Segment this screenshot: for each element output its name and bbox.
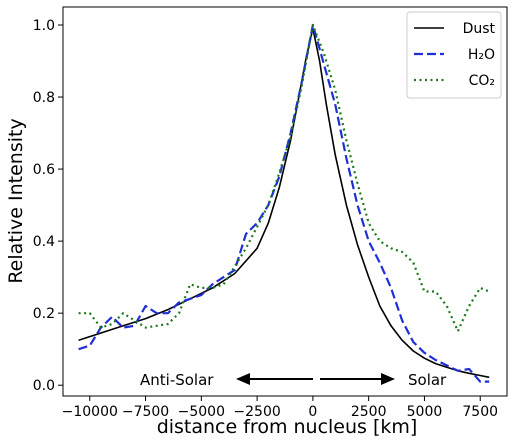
legend-label-3: CO₂ (469, 73, 495, 89)
x-axis-label: distance from nucleus [km] (157, 416, 418, 438)
solar-label: Solar (408, 371, 447, 389)
x-tick-label: 0 (308, 404, 317, 420)
series-line-1 (78, 27, 490, 379)
x-tick-label: 7500 (462, 404, 498, 420)
y-tick-label: 0.8 (33, 90, 55, 106)
x-tick-label: 5000 (407, 404, 443, 420)
y-tick-label: 1.0 (33, 18, 55, 34)
y-tick-label: 0.6 (33, 162, 55, 178)
y-tick-label: 0.2 (33, 306, 55, 322)
plot-area (62, 6, 508, 397)
y-tick-label: 0.0 (33, 378, 55, 394)
x-tick-label: −5000 (178, 404, 225, 420)
y-axis-label: Relative Intensity (5, 118, 27, 283)
tick-labels: −10000 −7500 −5000 −2500 0 2500 5000 7500 0.0 0.2… (33, 18, 498, 420)
legend-label-1: Dust (463, 21, 496, 37)
legend-box (406, 11, 502, 99)
series-line-3 (78, 23, 490, 333)
x-tick-label: −7500 (122, 404, 169, 420)
legend-label-2: H₂O (468, 47, 495, 63)
x-tick-label: −2500 (233, 404, 280, 420)
anti-solar-label: Anti-Solar (140, 371, 214, 389)
x-tick-label: −10000 (62, 404, 118, 420)
legend: Dust H₂O CO₂ (406, 11, 502, 99)
solar-arrowhead-icon (381, 373, 395, 385)
x-tick-label: 2500 (351, 404, 387, 420)
anti-solar-arrowhead-icon (236, 373, 250, 385)
direction-annotations: Anti-Solar Solar (140, 371, 447, 389)
plot-frame (62, 6, 508, 397)
y-tick-label: 0.4 (33, 234, 55, 250)
